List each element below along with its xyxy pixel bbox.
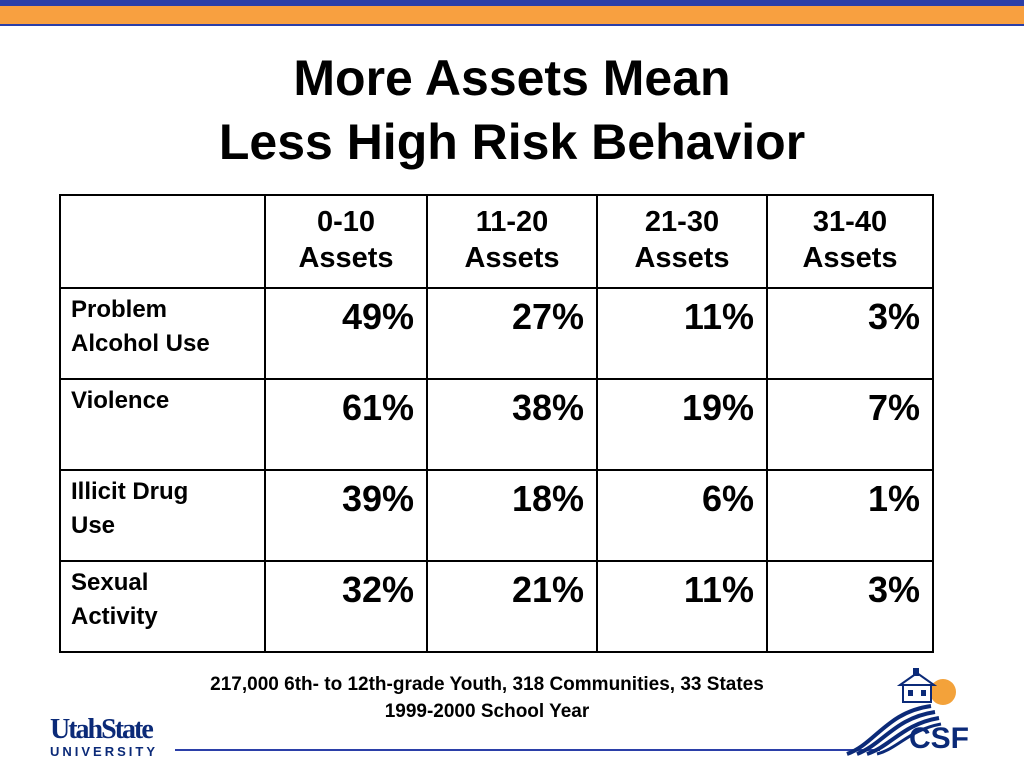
column-header: 11-20 Assets	[426, 194, 598, 289]
table-cell: 39%	[264, 469, 428, 562]
footer-rule	[175, 749, 880, 751]
table-cell: 32%	[264, 560, 428, 653]
row-label: Sexual Activity	[59, 560, 266, 653]
column-header: 21-30 Assets	[596, 194, 768, 289]
top-band-blue	[0, 0, 1024, 6]
table-cell: 18%	[426, 469, 598, 562]
usu-logo-wordmark: UtahState	[50, 714, 154, 745]
table-row: Problem Alcohol Use 49% 27% 11% 3%	[59, 287, 934, 380]
top-band-orange	[0, 6, 1024, 26]
csf-logo-text: CSF	[909, 722, 969, 755]
assets-risk-table: 0-10 Assets 11-20 Assets 21-30 Assets 31-40…	[59, 194, 934, 653]
usu-logo-subtitle: UNIVERSITY	[50, 744, 159, 759]
column-header: 31-40 Assets	[766, 194, 934, 289]
csf-logo: CSF	[845, 668, 985, 756]
table-corner-cell	[59, 194, 266, 289]
table-header-row: 0-10 Assets 11-20 Assets 21-30 Assets 31-40…	[59, 194, 934, 289]
slide-title: More Assets Mean Less High Risk Behavior	[0, 46, 1024, 174]
table-cell: 49%	[264, 287, 428, 380]
table-row: Sexual Activity 32% 21% 11% 3%	[59, 560, 934, 653]
title-line-1: More Assets Mean	[293, 50, 731, 106]
table-cell: 11%	[596, 560, 768, 653]
table-cell: 7%	[766, 378, 934, 471]
table-cell: 3%	[766, 560, 934, 653]
table-cell: 3%	[766, 287, 934, 380]
table-cell: 6%	[596, 469, 768, 562]
table-cell: 38%	[426, 378, 598, 471]
table-row: Illicit Drug Use 39% 18% 6% 1%	[59, 469, 934, 562]
row-label: Problem Alcohol Use	[59, 287, 266, 380]
footer-line-1: 217,000 6th- to 12th-grade Youth, 318 Co…	[210, 674, 764, 695]
table-cell: 11%	[596, 287, 768, 380]
row-label: Violence	[59, 378, 266, 471]
footer-line-2: 1999-2000 School Year	[384, 701, 590, 722]
title-line-2: Less High Risk Behavior	[218, 114, 806, 170]
table-cell: 1%	[766, 469, 934, 562]
table-cell: 61%	[264, 378, 428, 471]
row-label: Illicit Drug Use	[59, 469, 266, 562]
utah-state-university-logo: UtahState UNIVERSITY	[50, 716, 180, 762]
table-cell: 21%	[426, 560, 598, 653]
table-row: Violence 61% 38% 19% 7%	[59, 378, 934, 471]
table-cell: 19%	[596, 378, 768, 471]
column-header: 0-10 Assets	[264, 194, 428, 289]
table-cell: 27%	[426, 287, 598, 380]
csf-emblem-icon: CSF	[846, 668, 969, 756]
